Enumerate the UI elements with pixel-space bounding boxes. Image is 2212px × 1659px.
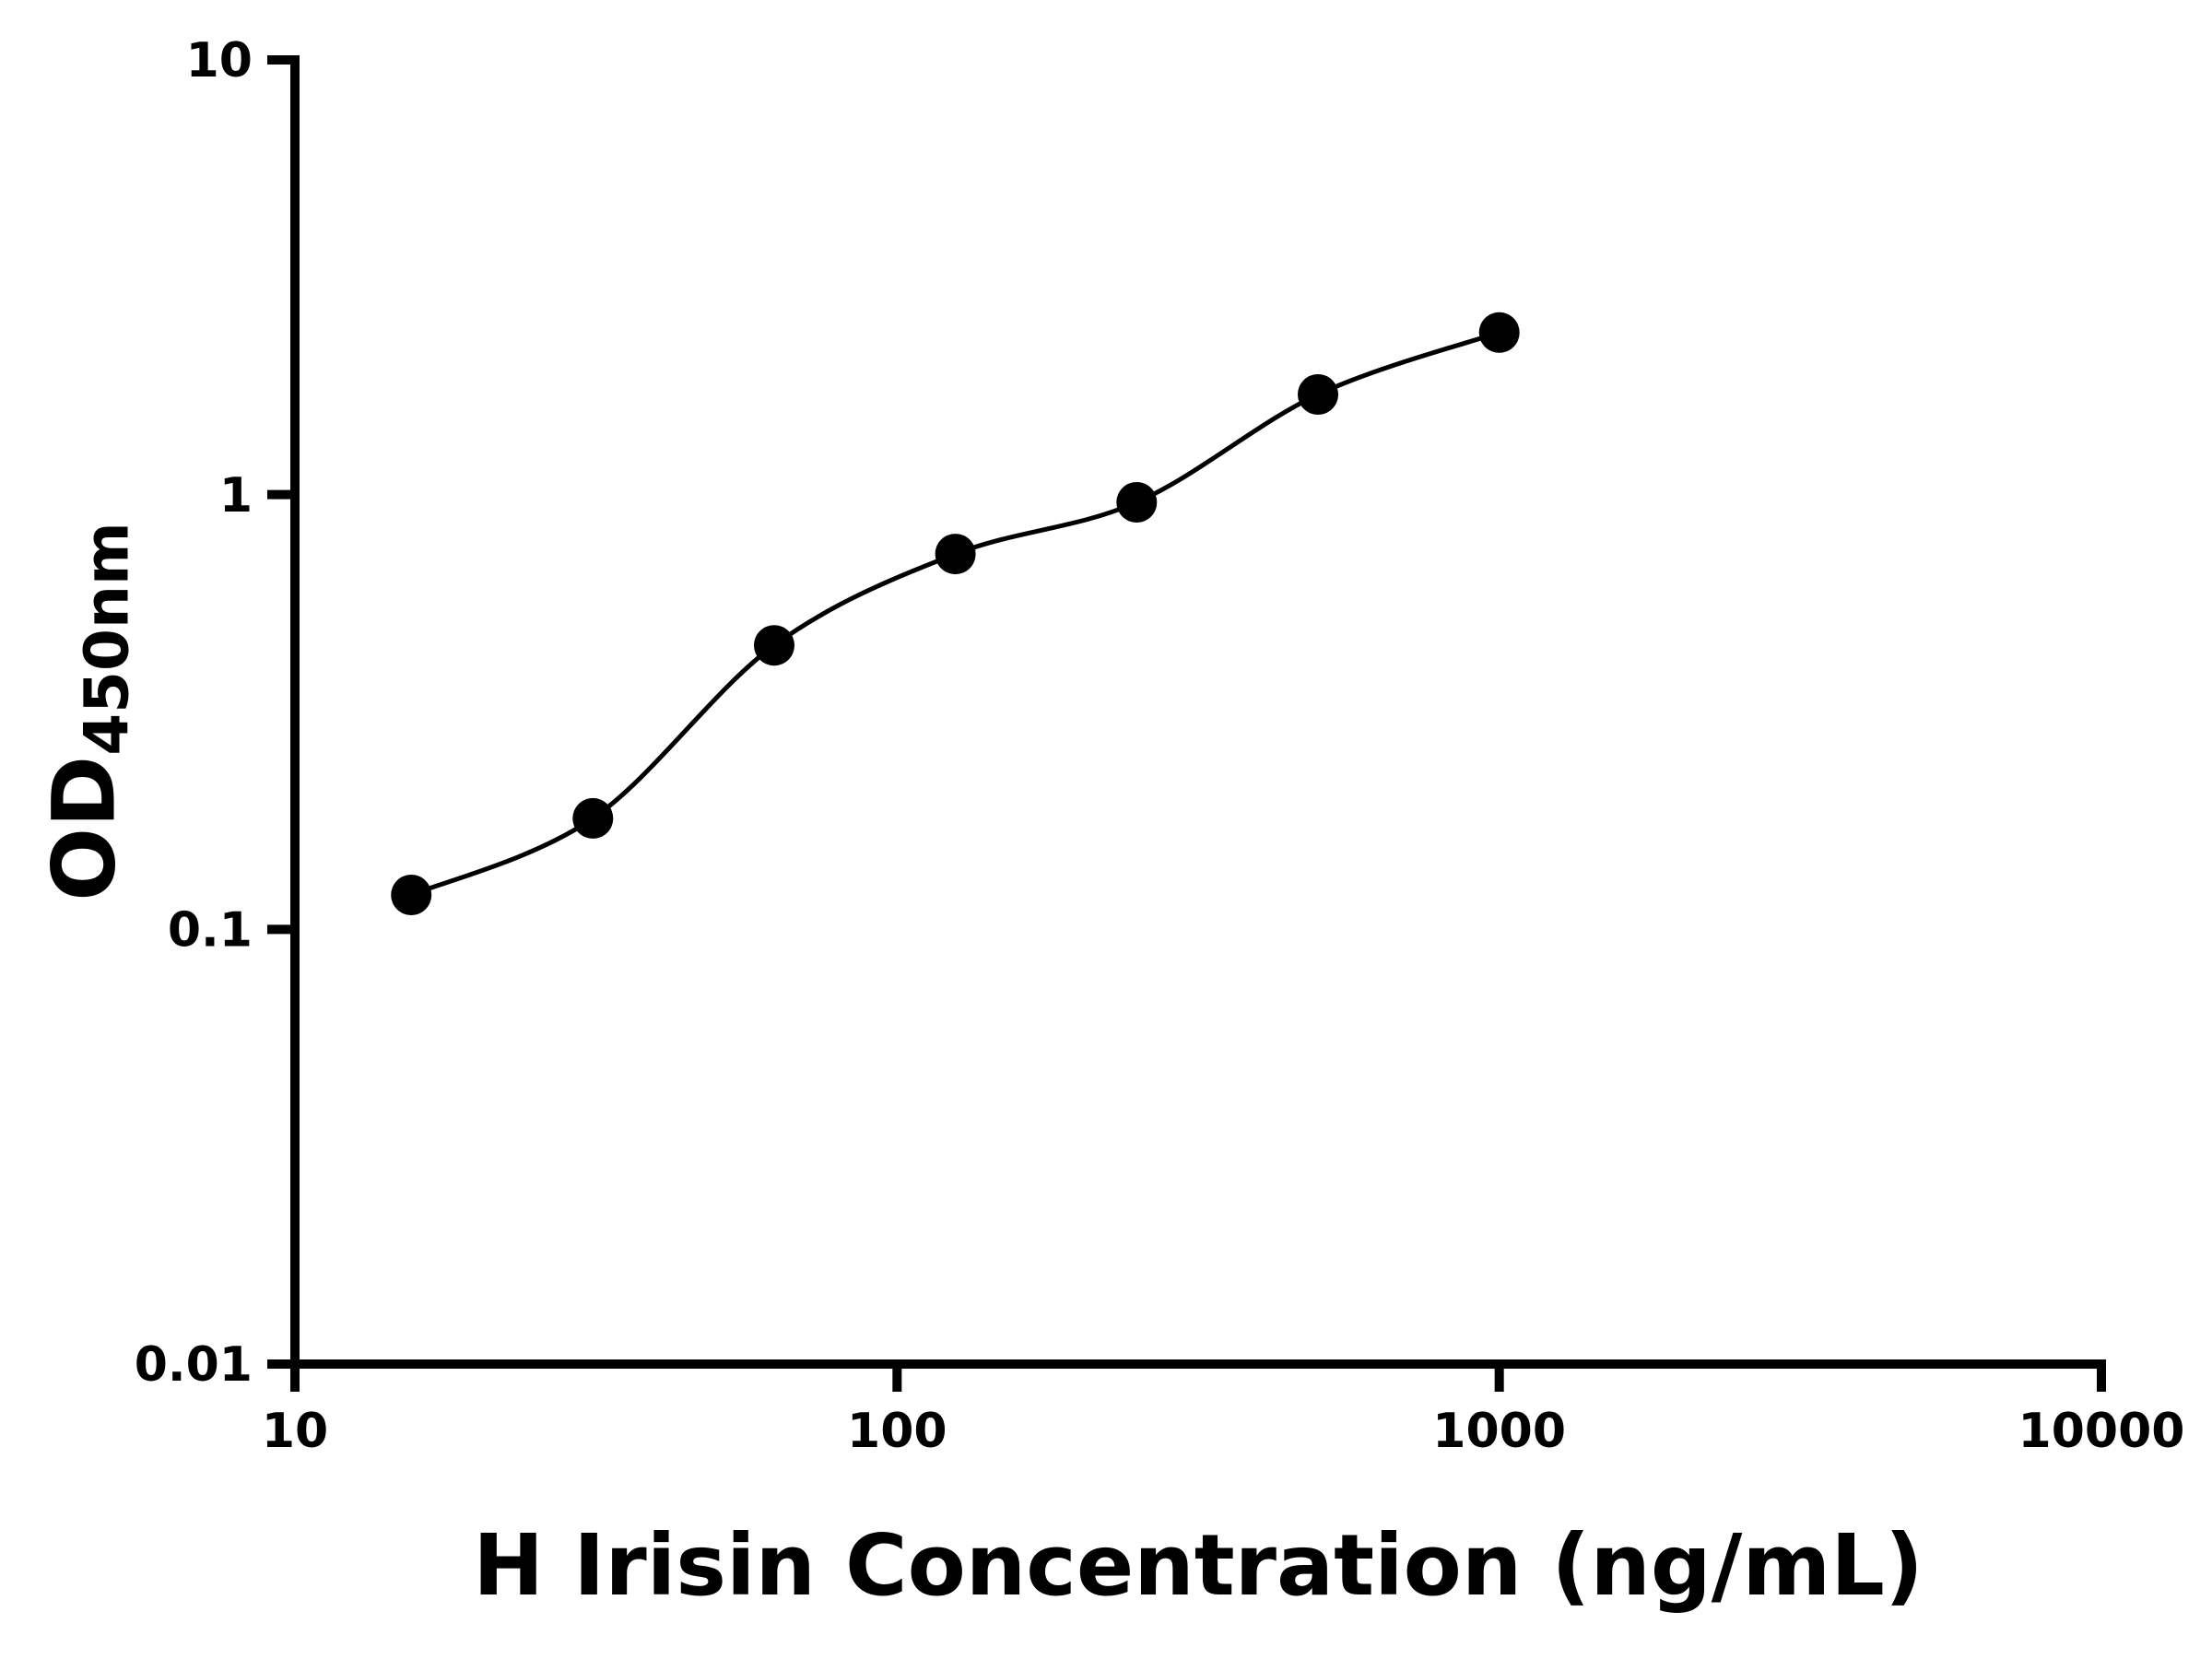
y-axis-tick-label: 0.1: [168, 903, 253, 959]
x-axis-tick-label: 10000: [2018, 1404, 2185, 1459]
x-axis-tick-label: 100: [847, 1404, 947, 1459]
x-axis-tick-label: 10: [262, 1404, 328, 1459]
y-axis-title-main: OD: [34, 755, 135, 901]
y-axis-tick-label: 0.01: [135, 1337, 253, 1393]
data-point-marker: [1116, 482, 1158, 523]
y-axis-title-subscript: 450nm: [71, 522, 143, 756]
y-axis-title: OD450nm: [34, 522, 143, 901]
y-axis-tick-label: 10: [186, 33, 253, 88]
x-axis-tick-label: 1000: [1432, 1404, 1566, 1459]
data-point-marker: [935, 534, 976, 575]
data-point-marker: [391, 875, 432, 915]
x-axis-title: H Irisin Concentration (ng/mL): [473, 1516, 1924, 1615]
data-point-marker: [572, 797, 614, 839]
data-point-marker: [1478, 312, 1520, 353]
data-point-marker: [1298, 374, 1338, 415]
data-point-marker: [754, 625, 794, 666]
axis-spines: [290, 55, 2106, 1369]
y-axis-tick-label: 1: [219, 468, 253, 524]
